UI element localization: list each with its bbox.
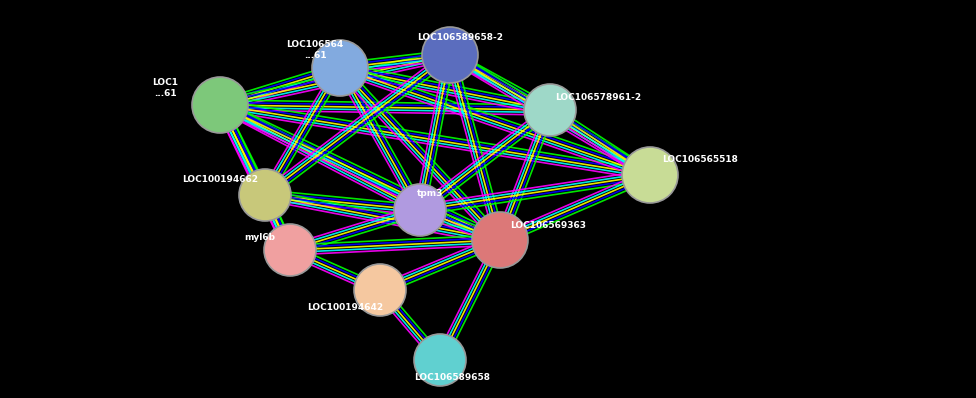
- Text: LOC1
...61: LOC1 ...61: [152, 78, 178, 98]
- Circle shape: [622, 147, 678, 203]
- Circle shape: [312, 40, 368, 96]
- Text: LOC106569363: LOC106569363: [510, 220, 586, 230]
- Text: LOC106589658-2: LOC106589658-2: [417, 33, 503, 41]
- Circle shape: [524, 84, 576, 136]
- Circle shape: [239, 169, 291, 221]
- Circle shape: [192, 77, 248, 133]
- Circle shape: [422, 27, 478, 83]
- Text: LOC100194662: LOC100194662: [182, 176, 258, 185]
- Circle shape: [394, 184, 446, 236]
- Text: myl6b: myl6b: [245, 234, 275, 242]
- Circle shape: [264, 224, 316, 276]
- Text: LOC106589658: LOC106589658: [414, 373, 490, 382]
- Text: LOC106565518: LOC106565518: [662, 156, 738, 164]
- Text: LOC100194642: LOC100194642: [306, 304, 383, 312]
- Circle shape: [472, 212, 528, 268]
- Circle shape: [414, 334, 466, 386]
- Circle shape: [354, 264, 406, 316]
- Text: tpm3: tpm3: [417, 189, 443, 197]
- Text: LOC106564
...61: LOC106564 ...61: [286, 40, 344, 60]
- Text: LOC106578961-2: LOC106578961-2: [555, 94, 641, 103]
